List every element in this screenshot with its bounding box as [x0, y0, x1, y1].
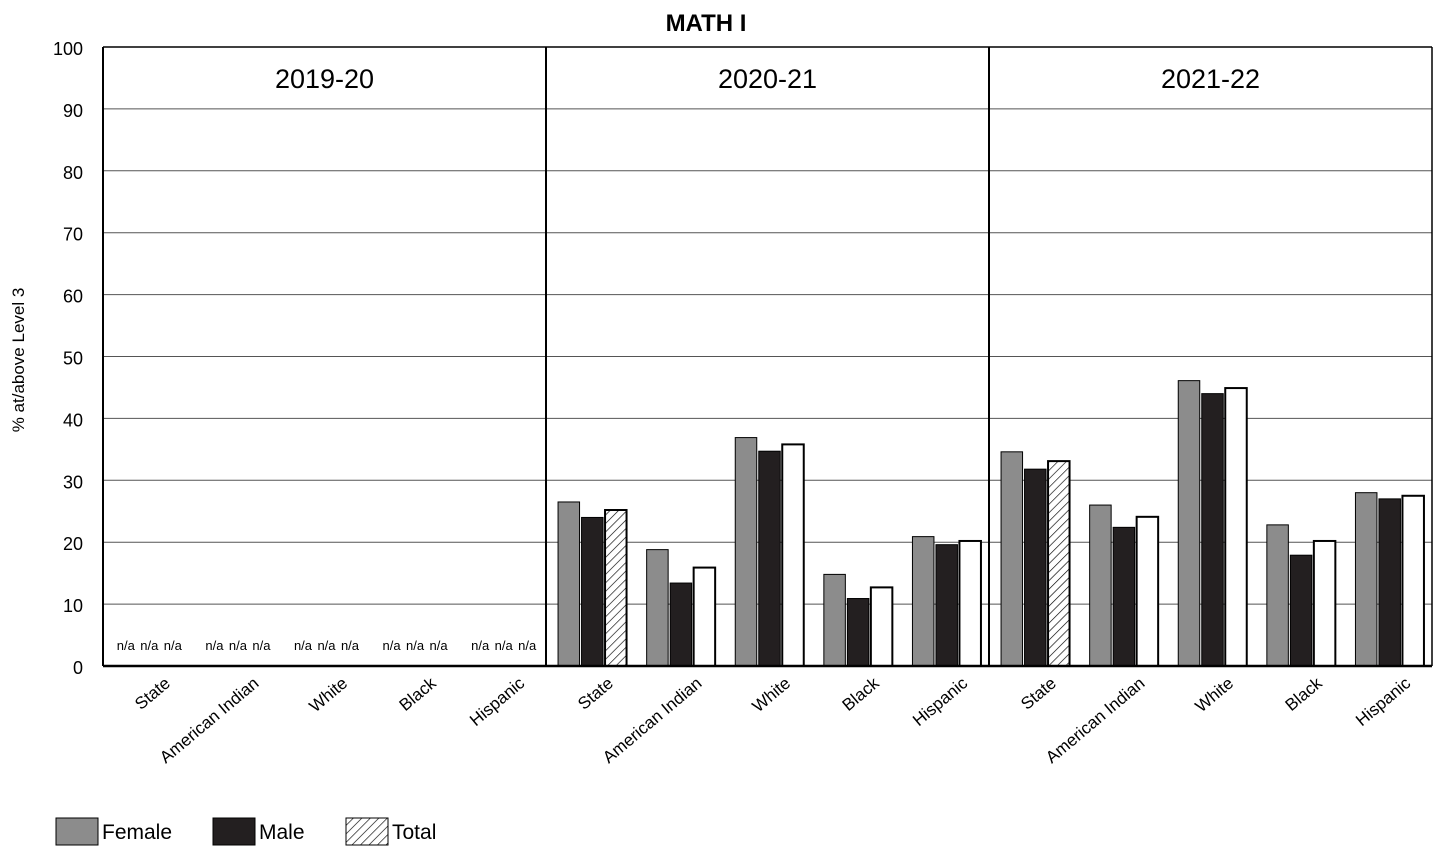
na-label: n/a [383, 638, 402, 653]
bar-female [1000, 451, 1024, 667]
bar-female [1177, 380, 1201, 667]
na-label: n/a [229, 638, 248, 653]
na-label: n/a [140, 638, 159, 653]
na-label: n/a [495, 638, 514, 653]
na-label: n/a [117, 638, 136, 653]
na-label: n/a [317, 638, 336, 653]
y-tick-label: 30 [63, 472, 83, 492]
x-tick-label: Hispanic [909, 673, 972, 730]
x-tick-label: Black [839, 673, 883, 715]
bar-total [1401, 494, 1425, 667]
bar-total [1224, 387, 1248, 667]
x-tick-label: Black [1282, 673, 1326, 715]
y-tick-label: 90 [63, 101, 83, 121]
panel-titles: 2019-20 2020-21 2021-22 [275, 64, 1260, 94]
bar-male [758, 450, 781, 667]
bar-female [911, 536, 935, 667]
legend-label-male: Male [259, 821, 305, 844]
bar-male [581, 516, 604, 667]
legend-swatch-female [55, 817, 99, 846]
bar-total [1047, 460, 1071, 667]
x-tick-label: Black [396, 673, 440, 715]
bars: n/a n/a n/a n/a n/a n/a n/a n/a n/a n/a n/a n/a n/a n… [117, 380, 1425, 668]
x-tick-label: White [306, 674, 352, 716]
legend-label-female: Female [102, 821, 172, 844]
x-tick-label: State [1017, 674, 1060, 714]
y-tick-label: 0 [73, 658, 83, 678]
panel-title: 2020-21 [718, 64, 817, 94]
y-tick-label: 100 [53, 39, 83, 59]
bar-male [1112, 526, 1136, 667]
y-tick-label: 40 [63, 410, 83, 430]
bar-male [1201, 393, 1224, 667]
bar-total [958, 539, 982, 667]
na-label: n/a [164, 638, 183, 653]
bar-female [734, 437, 758, 667]
bar-male [669, 582, 693, 667]
y-tick-label: 20 [63, 534, 83, 554]
bar-total [1135, 515, 1160, 667]
na-label: n/a [205, 638, 224, 653]
bar-total [869, 586, 894, 668]
x-tick-label: State [131, 674, 174, 714]
x-tick-label: Hispanic [466, 673, 529, 730]
na-label: n/a [294, 638, 313, 653]
bar-male [1378, 498, 1401, 667]
bar-male [1024, 468, 1047, 667]
y-tick-label: 70 [63, 225, 83, 245]
na-label: n/a [471, 638, 490, 653]
bar-male [846, 598, 870, 667]
y-axis-label: % at/above Level 3 [9, 288, 28, 433]
na-label: n/a [406, 638, 425, 653]
legend-swatch-total [345, 817, 389, 846]
x-tick-label: Hispanic [1352, 673, 1415, 730]
bar-total [781, 443, 805, 668]
legend: Female Male Total [55, 817, 436, 846]
legend-swatch-male [212, 817, 256, 846]
y-tick-label: 60 [63, 287, 83, 307]
chart-title: MATH I [666, 10, 747, 37]
na-label: n/a [341, 638, 360, 653]
y-tick-label: 10 [63, 596, 83, 616]
bar-female [1354, 492, 1378, 667]
y-tick-label: 80 [63, 163, 83, 183]
x-tick-label: State [574, 674, 617, 714]
bar-female [823, 573, 846, 667]
y-tick-labels: 0 10 20 30 40 50 60 70 80 90 100 [53, 39, 83, 678]
panel-title: 2021-22 [1161, 64, 1260, 94]
x-tick-label: White [749, 674, 795, 716]
bar-female [1266, 524, 1289, 667]
bar-total [604, 509, 628, 667]
na-label: n/a [252, 638, 271, 653]
bar-total [1312, 539, 1337, 667]
panel-title: 2019-20 [275, 64, 374, 94]
na-label: n/a [518, 638, 537, 653]
bar-female [1089, 504, 1112, 667]
bar-female [646, 549, 669, 667]
y-tick-label: 50 [63, 349, 83, 369]
bar-female [557, 501, 581, 667]
bar-male [935, 544, 958, 667]
na-label: n/a [430, 638, 449, 653]
legend-label-total: Total [392, 821, 436, 844]
bar-male [1289, 554, 1313, 667]
plot-frame [102, 46, 1433, 668]
x-tick-label: White [1192, 674, 1238, 716]
bar-total [692, 566, 717, 667]
